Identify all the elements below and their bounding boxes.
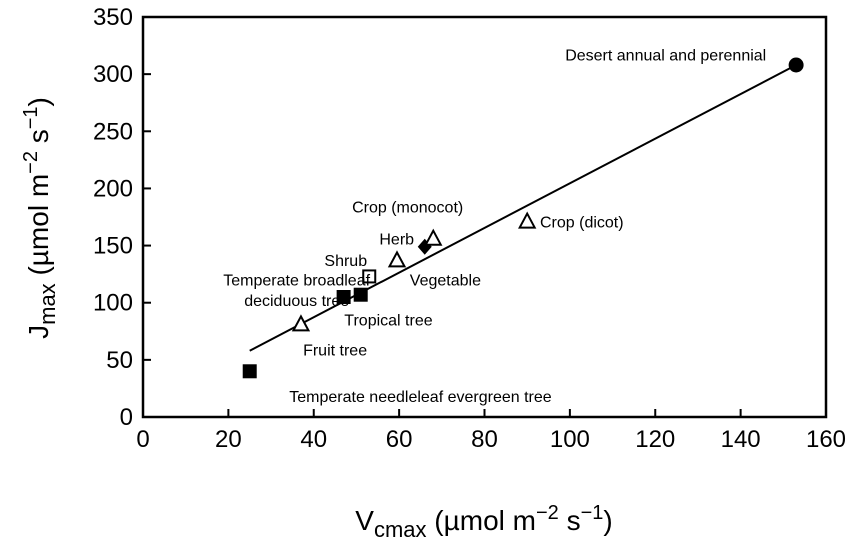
x-tick-label: 140 bbox=[721, 426, 761, 453]
x-title-sub: cmax bbox=[374, 517, 427, 542]
x-title-end: ) bbox=[603, 505, 612, 536]
data-point bbox=[336, 290, 351, 304]
y-tick-label: 250 bbox=[93, 118, 133, 145]
x-title-mid: s bbox=[559, 505, 581, 536]
y-tick-label: 200 bbox=[93, 175, 133, 202]
y-title-sub: max bbox=[35, 283, 60, 325]
point-annotation: deciduous tree bbox=[244, 293, 349, 310]
y-title-end: ) bbox=[23, 97, 54, 106]
y-tick-label: 350 bbox=[93, 4, 133, 31]
data-points bbox=[242, 57, 804, 379]
point-annotation: Vegetable bbox=[410, 273, 481, 290]
x-title-rest: (µmol m bbox=[427, 505, 536, 536]
x-tick-label: 0 bbox=[136, 426, 149, 453]
y-axis-title: Jmax (µmol m−2 s−1) bbox=[20, 97, 60, 339]
x-title-sup1: −2 bbox=[536, 502, 559, 524]
data-point bbox=[362, 269, 377, 284]
data-point bbox=[353, 287, 368, 302]
x-tick-label: 60 bbox=[386, 426, 413, 453]
y-tick-label: 0 bbox=[120, 404, 133, 431]
x-tick-label: 20 bbox=[215, 426, 242, 453]
point-annotation: Herb bbox=[379, 231, 414, 248]
plot-frame bbox=[141, 15, 828, 419]
point-annotation: Temperate needleleaf evergreen tree bbox=[289, 389, 551, 406]
data-point bbox=[387, 250, 407, 268]
y-title-mid: s bbox=[23, 129, 54, 151]
y-title-sup1: −2 bbox=[20, 151, 42, 174]
y-axis: 0 50 100 150 200 250 300 350 bbox=[93, 4, 151, 431]
annotations: Desert annual and perennial Crop (monocot… bbox=[223, 47, 766, 406]
data-point bbox=[242, 364, 257, 379]
x-axis: 0 20 40 60 80 100 120 140 160 bbox=[136, 409, 846, 453]
x-axis-title: Vcmax (µmol m−2 s−1) bbox=[355, 502, 612, 542]
point-annotation: Desert annual and perennial bbox=[565, 47, 766, 64]
x-tick-label: 100 bbox=[550, 426, 590, 453]
x-tick-label: 120 bbox=[635, 426, 675, 453]
y-title-main: J bbox=[23, 325, 54, 339]
data-point bbox=[788, 57, 804, 73]
point-annotation: Crop (monocot) bbox=[352, 199, 463, 216]
x-title-sup2: −1 bbox=[581, 502, 604, 524]
y-tick-label: 100 bbox=[93, 290, 133, 317]
point-annotation: Tropical tree bbox=[344, 313, 432, 330]
x-tick-label: 160 bbox=[806, 426, 846, 453]
point-annotation: Shrub bbox=[324, 253, 367, 270]
y-tick-label: 300 bbox=[93, 61, 133, 88]
x-tick-label: 80 bbox=[471, 426, 498, 453]
y-tick-label: 50 bbox=[106, 347, 133, 374]
data-point bbox=[291, 314, 311, 332]
data-point bbox=[424, 228, 443, 246]
point-annotation: Crop (dicot) bbox=[540, 214, 624, 231]
y-tick-label: 150 bbox=[93, 233, 133, 260]
x-tick-label: 40 bbox=[300, 426, 327, 453]
y-title-rest: (µmol m bbox=[23, 174, 54, 283]
point-annotation: Temperate broadleaf bbox=[223, 273, 370, 290]
point-annotation: Fruit tree bbox=[303, 342, 367, 359]
y-title-sup2: −1 bbox=[20, 106, 42, 129]
x-title-main: V bbox=[355, 505, 374, 536]
data-point bbox=[518, 211, 537, 229]
